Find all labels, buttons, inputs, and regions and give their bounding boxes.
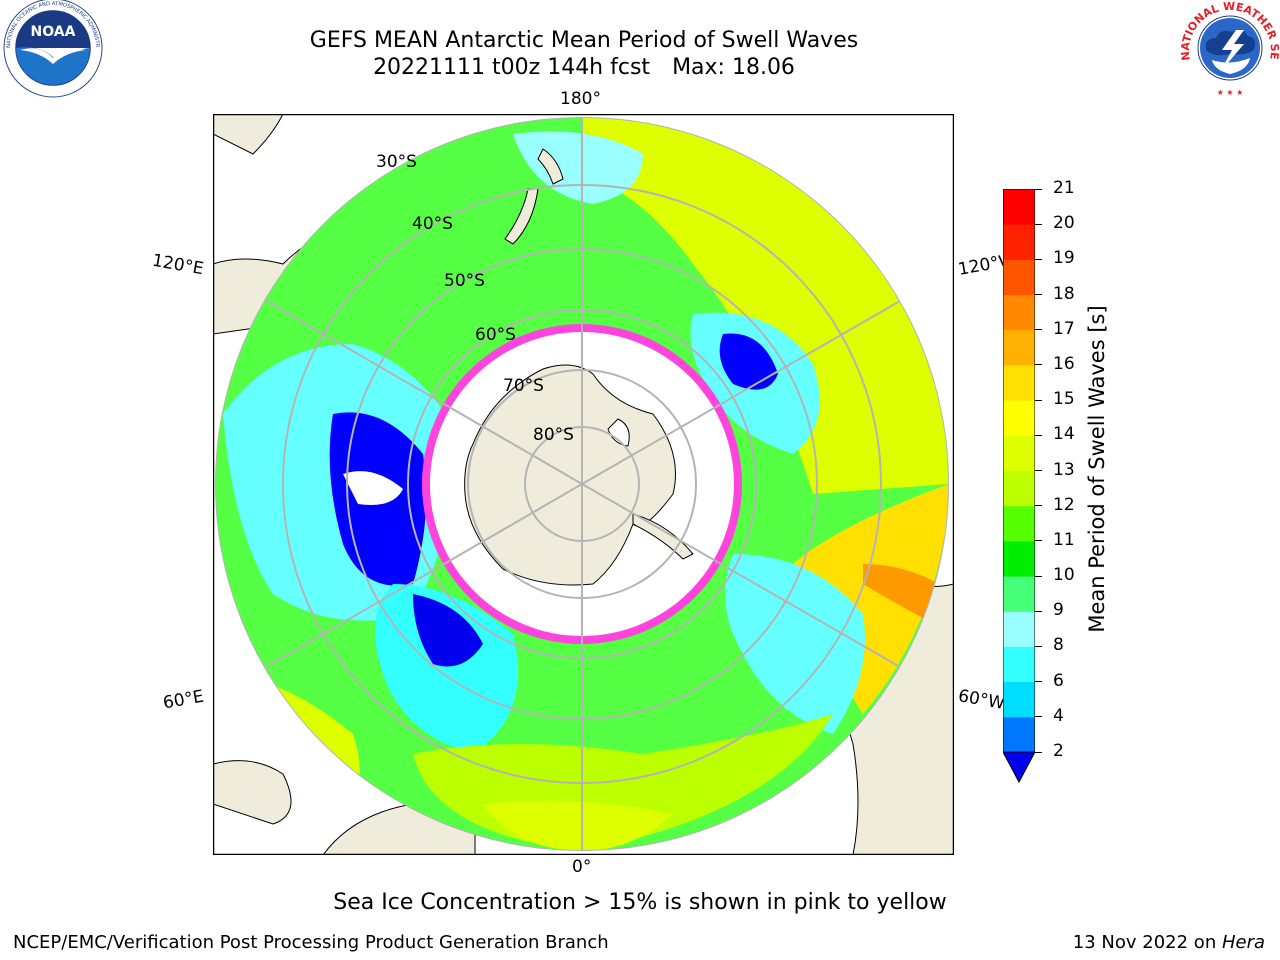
colorbar-tick-label: 10 xyxy=(1053,565,1075,586)
colorbar-tick-mark xyxy=(1035,681,1042,683)
colorbar-bin xyxy=(1003,400,1035,436)
nws-logo: NATIONAL WEATHER SERVICE ★ ★ ★ xyxy=(1174,0,1280,100)
svg-text:★ ★ ★: ★ ★ ★ xyxy=(1217,88,1244,97)
colorbar-bin xyxy=(1003,435,1035,471)
colorbar-tick-label: 4 xyxy=(1053,705,1064,726)
colorbar-tick-label: 6 xyxy=(1053,670,1064,691)
colorbar-bin xyxy=(1003,716,1035,753)
colorbar xyxy=(1002,188,1036,784)
chart-subtitle: 20221111 t00z 144h fcst Max: 18.06 xyxy=(0,54,1168,81)
colorbar-tick-mark xyxy=(1035,258,1042,260)
lat-label-50s: 50°S xyxy=(444,271,485,291)
colorbar-title: Mean Period of Swell Waves [s] xyxy=(1085,305,1109,633)
colorbar-tick-mark xyxy=(1035,470,1042,471)
colorbar-tick-label: 11 xyxy=(1053,529,1075,550)
colorbar-tick-mark xyxy=(1035,540,1042,542)
lat-label-60s: 60°S xyxy=(475,325,516,345)
sea-ice-note: Sea Ice Concentration > 15% is shown in … xyxy=(333,890,947,915)
polar-map xyxy=(212,113,955,856)
footer-machine: Hera xyxy=(1221,932,1265,953)
colorbar-tick-label: 9 xyxy=(1053,600,1064,621)
colorbar-tick-label: 8 xyxy=(1053,635,1064,656)
lat-label-30s: 30°S xyxy=(376,152,417,172)
colorbar-tick-label: 17 xyxy=(1053,318,1075,339)
colorbar-tick-label: 2 xyxy=(1053,741,1064,761)
colorbar-bin xyxy=(1003,364,1035,401)
lat-label-40s: 40°S xyxy=(412,214,453,234)
noaa-logo-text: NOAA xyxy=(31,24,76,40)
colorbar-tick-label: 18 xyxy=(1053,283,1075,304)
colorbar-tick-mark xyxy=(1035,645,1042,647)
colorbar-tick-mark xyxy=(1035,610,1042,612)
colorbar-tick-mark xyxy=(1035,223,1042,225)
footer-date: 13 Nov 2022 on Hera xyxy=(1073,932,1265,953)
colorbar-tick-mark xyxy=(1035,751,1042,753)
chart-title: GEFS MEAN Antarctic Mean Period of Swell… xyxy=(309,28,859,53)
colorbar-tick-mark xyxy=(1035,434,1042,436)
colorbar-bin xyxy=(1003,189,1035,225)
colorbar-bin xyxy=(1003,611,1035,647)
lat-label-70s: 70°S xyxy=(503,376,544,396)
colorbar-tick-mark xyxy=(1035,188,1042,190)
noaa-logo: NOAA NATIONAL OCEANIC AND ATMOSPHERIC AD… xyxy=(0,0,106,100)
colorbar-bin xyxy=(1003,505,1035,542)
colorbar-bin xyxy=(1003,681,1035,718)
lat-label-80s: 80°S xyxy=(533,425,574,445)
lon-label-120e: 120°E xyxy=(150,250,206,280)
footer-date-text: 13 Nov 2022 on xyxy=(1072,932,1222,953)
colorbar-bin xyxy=(1003,576,1035,612)
lon-label-60w: 60°W xyxy=(956,686,1007,714)
colorbar-tick-label: 12 xyxy=(1053,494,1075,515)
lon-label-0: 0° xyxy=(572,857,592,877)
colorbar-tick-label: 16 xyxy=(1053,353,1075,374)
colorbar-bin xyxy=(1003,646,1035,683)
colorbar-tick-label: 15 xyxy=(1053,389,1075,410)
colorbar-bin xyxy=(1003,470,1035,507)
colorbar-tick-mark xyxy=(1035,716,1042,718)
colorbar-bin xyxy=(1003,294,1035,331)
footer-branch: NCEP/EMC/Verification Post Processing Pr… xyxy=(13,932,609,953)
colorbar-tick-mark xyxy=(1035,364,1042,366)
colorbar-bin xyxy=(1003,259,1035,296)
colorbar-tick-label: 13 xyxy=(1053,459,1075,480)
colorbar-tick-mark xyxy=(1035,399,1042,401)
colorbar-tick-mark xyxy=(1035,575,1042,577)
run-info: 20221111 t00z 144h fcst xyxy=(373,55,651,80)
colorbar-tick-mark xyxy=(1035,329,1042,331)
colorbar-tick-label: 20 xyxy=(1053,213,1075,234)
max-value: Max: 18.06 xyxy=(672,55,795,80)
colorbar-bin xyxy=(1003,224,1035,260)
colorbar-bin xyxy=(1003,329,1035,366)
colorbar-tick-mark xyxy=(1035,294,1042,296)
colorbar-tick-mark xyxy=(1035,505,1042,507)
colorbar-tick-label: 14 xyxy=(1053,424,1075,445)
colorbar-tick-label: 19 xyxy=(1053,248,1075,269)
colorbar-bin xyxy=(1003,540,1035,577)
lon-label-180: 180° xyxy=(560,89,601,109)
lon-label-60e: 60°E xyxy=(161,686,206,714)
colorbar-tick-label: 21 xyxy=(1053,178,1075,198)
colorbar-extend-arrow xyxy=(1002,751,1036,784)
